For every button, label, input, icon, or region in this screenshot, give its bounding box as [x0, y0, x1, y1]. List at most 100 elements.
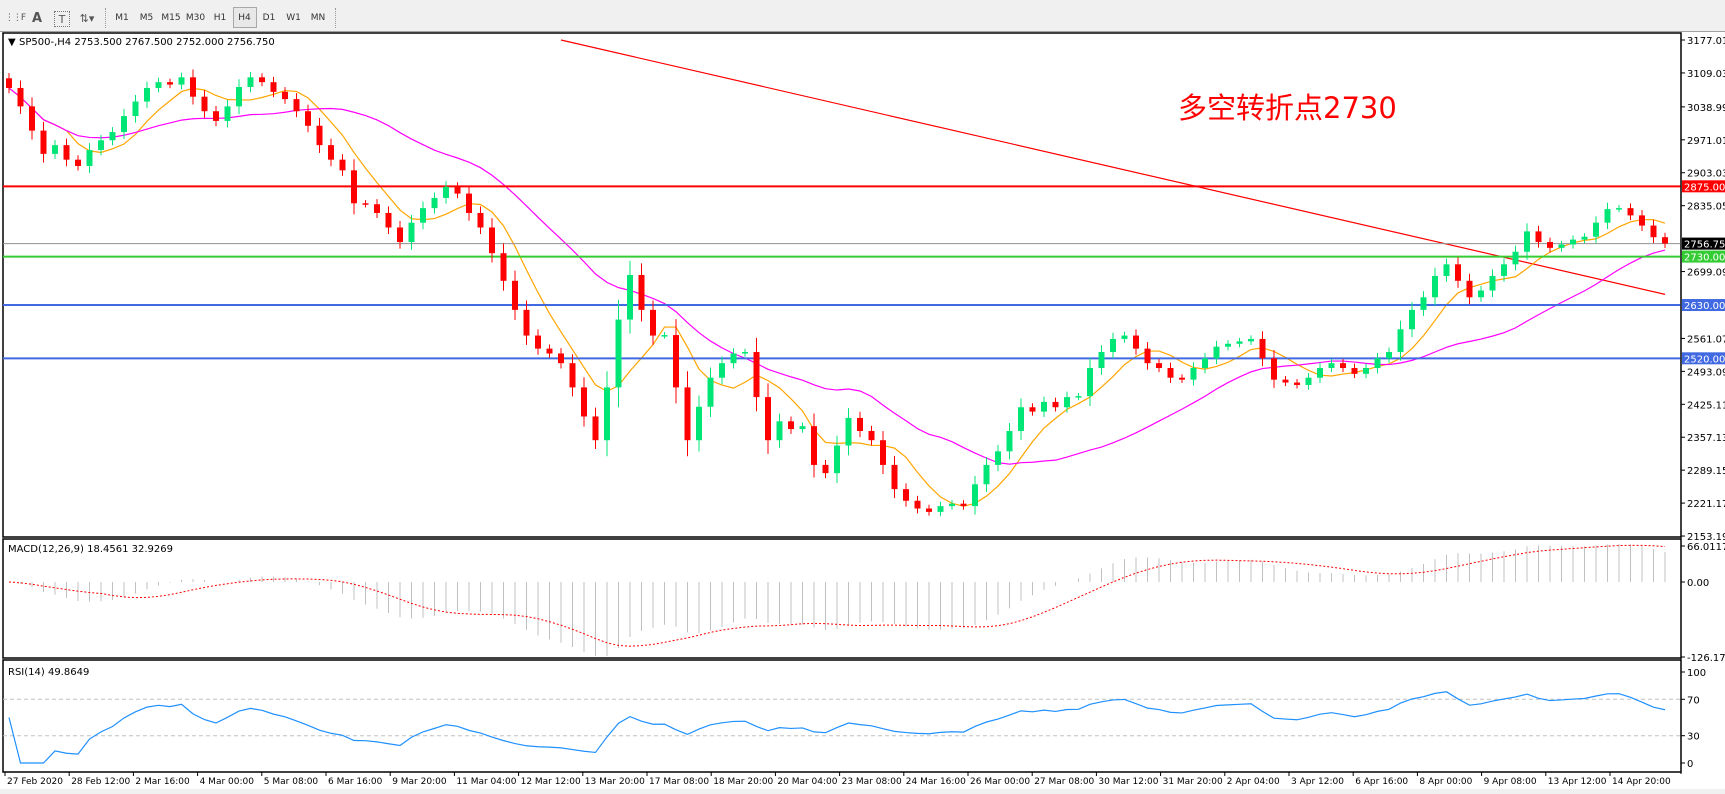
timeframe-m15-button[interactable]: M15 [161, 12, 181, 23]
arrows-icon[interactable]: ⇅▾ [79, 11, 95, 25]
timeframe-m5-button[interactable]: M5 [139, 12, 154, 23]
candle [1029, 403, 1036, 416]
x-tick-label: 26 Mar 00:00 [970, 777, 1030, 787]
rsi-tick-label: 70 [1687, 695, 1700, 706]
candle-body [1167, 368, 1174, 378]
candle-body [1420, 297, 1427, 310]
x-tick-label: 18 Mar 20:00 [713, 777, 773, 787]
candle [696, 395, 702, 452]
candle-body [1282, 379, 1289, 383]
candle-body [1363, 368, 1369, 374]
candle [201, 90, 208, 118]
timeframe-h4-button[interactable]: H4 [232, 7, 257, 28]
candle [903, 483, 909, 507]
candle-body [868, 430, 875, 441]
text-label-icon[interactable]: T [54, 11, 70, 27]
candle-body [1639, 215, 1645, 226]
candle [742, 348, 748, 357]
candle-body [362, 203, 369, 205]
text-icon[interactable]: A [31, 10, 43, 26]
candle-body [707, 377, 714, 407]
candle [891, 455, 898, 499]
candle [1512, 245, 1519, 271]
candle [1282, 376, 1289, 387]
candle [109, 127, 116, 146]
candle-body [144, 87, 150, 102]
candle-body [1627, 208, 1634, 216]
candle [546, 344, 553, 358]
candle [17, 80, 24, 114]
candle-body [765, 397, 771, 441]
candle [190, 69, 196, 105]
timeframe-m30-button[interactable]: M30 [185, 12, 206, 23]
timeframe-m1-button[interactable]: M1 [115, 12, 129, 23]
candle-body [799, 426, 806, 430]
candle-body [730, 353, 737, 364]
x-tick-label: 6 Apr 16:00 [1355, 777, 1408, 787]
candle [236, 79, 242, 115]
x-tick-label: 2 Mar 16:00 [135, 777, 190, 787]
timeframe-w1-button[interactable]: W1 [286, 12, 301, 23]
candle [707, 367, 714, 417]
grid-fixed-icon[interactable]: ⋮⋮F [4, 13, 26, 23]
candle [880, 431, 886, 474]
candle-body [1604, 209, 1611, 223]
candle-body [408, 222, 415, 243]
candle [788, 416, 794, 434]
candle [650, 300, 656, 345]
candle [1547, 237, 1553, 253]
candle-body [29, 106, 35, 131]
candle [914, 495, 921, 514]
candle [811, 413, 817, 478]
y-tick-label: 2425.110 [1687, 400, 1725, 411]
candle [305, 104, 311, 133]
candle-body [109, 132, 116, 141]
candle-body [1443, 264, 1450, 276]
candle-body [1133, 335, 1139, 349]
candle [926, 504, 932, 516]
current-price-tag [1682, 237, 1725, 250]
candle [569, 354, 576, 397]
candle [1570, 235, 1576, 249]
candle-body [857, 417, 863, 431]
candle-body [673, 335, 679, 388]
x-tick-label: 12 Mar 12:00 [521, 777, 581, 787]
timeframe-h1-button[interactable]: H1 [213, 12, 227, 23]
rsi-label: RSI(14) 49.8649 [8, 667, 89, 678]
timeframe-d1-button[interactable]: D1 [262, 12, 276, 23]
y-tick-label: 2561.070 [1687, 334, 1725, 345]
x-tick-label: 27 Mar 08:00 [1034, 777, 1094, 787]
candle-body [1570, 239, 1576, 245]
macd-label: MACD(12,26,9) 18.4561 32.9269 [8, 544, 173, 555]
candle [1627, 203, 1634, 221]
candle-body [834, 445, 840, 474]
candle [1202, 352, 1208, 374]
toolbar-separator [105, 8, 108, 28]
candle [1259, 331, 1266, 367]
candle-body [1052, 401, 1059, 408]
timeframe-mn-button[interactable]: MN [310, 12, 326, 23]
candle-body [1144, 348, 1151, 364]
candle [443, 181, 449, 204]
rsi-line [8, 691, 1666, 764]
candle [1558, 240, 1565, 252]
candle-body [1213, 346, 1220, 359]
candle [477, 206, 484, 235]
candle-body [466, 193, 472, 213]
macd-tick-label: 0.00 [1687, 578, 1709, 589]
price-chart[interactable]: 2875.000 2730.000 2630.000 2520.000 3177.010… [0, 32, 1725, 794]
candle-body [259, 77, 265, 83]
candle [397, 220, 403, 249]
x-tick-label: 17 Mar 08:00 [649, 777, 709, 787]
candle-body [190, 77, 196, 97]
candle [661, 332, 668, 339]
x-tick-label: 2 Apr 04:00 [1227, 777, 1280, 787]
candle [604, 371, 610, 457]
rsi-tick-label: 0 [1687, 759, 1693, 770]
candle-body [1098, 352, 1105, 369]
candle-body [1305, 377, 1312, 385]
x-tick-label: 14 Apr 20:00 [1612, 777, 1671, 787]
candle [1248, 335, 1254, 345]
candle [558, 348, 564, 369]
candle [144, 81, 150, 108]
